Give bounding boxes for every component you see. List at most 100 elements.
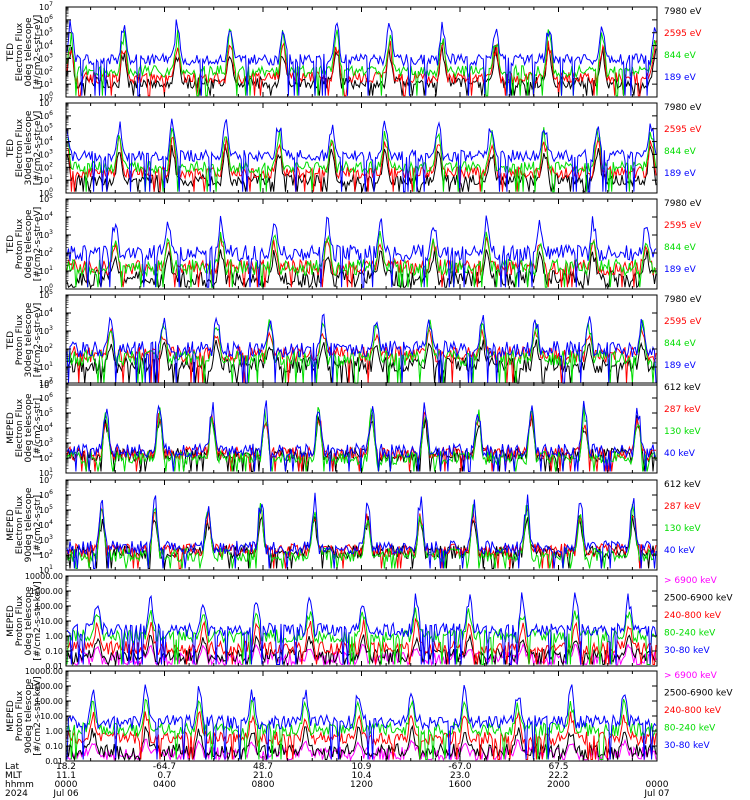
legend-entry: 40 keV [664,449,696,459]
legend-entry: 80-240 keV [664,724,716,734]
y-tick-label: 105 [39,289,53,300]
series-line-189-eV [66,19,657,97]
x-tick-label-mlt: 0.7 [157,771,171,781]
panel-8: 0.010.101.0010.00100.001000.0010000.00ME… [6,667,733,766]
x-tick-label-hhmm: 1200 [350,780,373,790]
y-tick-label: 103 [39,437,53,448]
y-tick-label: 101 [39,361,53,372]
legend-entry: 844 eV [664,147,697,157]
series-line-130-keV [66,502,657,569]
y-tick-label: 103 [39,325,53,336]
y-tick-label: 105 [39,407,53,418]
x-row-label: 2024 [5,789,28,799]
y-tick-label: 104 [39,519,53,530]
x-row-label: Lat [5,762,20,772]
y-axis-label-line: 30deg telescope [24,110,34,185]
legend-entry: 612 keV [664,383,701,393]
x-tick-label-date: Jul 06 [52,789,78,799]
panel-traces [66,684,657,761]
legend-entry: 2500-6900 keV [664,594,733,604]
y-tick-label: 105 [39,123,53,134]
y-tick-label: 104 [39,40,53,51]
y-axis-label: MEPEDElectron Flux90deg telescope[#/cm2-… [6,487,43,562]
legend-entry: 189 eV [664,169,697,179]
y-tick-label: 107 [39,377,53,388]
y-tick-label: 0.10 [45,742,63,751]
panel-traces [66,215,657,289]
panel-3: 100 101 102 103 104 105 TEDProton Flux0deg tel… [6,193,702,294]
y-tick-label: 100.00 [35,602,63,611]
y-axis-label: MEPEDProton Flux90deg telescope[#/cm2-s-… [6,676,43,755]
legend-entry: 7980 eV [664,199,702,209]
y-axis-label-line: [#/cm2-s-str] [33,398,43,458]
y-tick-label: 105 [39,504,53,515]
x-tick-label-mlt: 11.1 [56,771,76,781]
x-tick-label-lat: 67.5 [548,762,568,772]
y-tick-label: 104 [39,307,53,318]
series-line--6900-keV [66,738,657,761]
y-axis-label-line: TED [6,235,16,254]
series-line-844-eV [66,319,657,384]
legend-entry: 2595 eV [664,29,702,39]
legend-entry: 287 keV [664,405,701,415]
x-tick-label-mlt: 23.0 [450,771,470,781]
panel-5: 101 102 103 104 105 106 107 MEPEDElectron Flux0… [6,377,701,478]
y-axis-label: MEPEDProton Flux0deg telescope[#/cm2-s-s… [6,581,43,660]
series-line-2500-6900-keV [66,724,657,761]
y-tick-label: 107 [39,474,53,485]
y-tick-label: 1.00 [45,727,63,736]
y-axis-label-line: MEPED [6,412,16,444]
panel-traces [66,400,657,472]
y-axis-label-line: [#/cm2-s-str-eV] [33,207,43,282]
panel-traces [66,592,657,666]
y-tick-label: 100 [39,91,53,102]
x-tick-label-hhmm: 2000 [547,780,570,790]
x-tick-label-hhmm: 0000 [55,780,78,790]
y-axis-label-line: 90deg telescope [24,487,34,562]
series-line-2595-eV [66,40,657,97]
y-axis-label-line: TED [6,43,16,62]
y-tick-label: 102 [39,343,53,354]
y-axis-label-line: Electron Flux [15,398,25,457]
y-tick-label: 104 [39,136,53,147]
x-tick-label-mlt: 21.0 [253,771,273,781]
legend-entry: 2595 eV [664,125,702,135]
series-line-189-eV [66,118,657,193]
y-axis-label-line: Proton Flux [15,690,25,741]
y-tick-label: 106 [39,14,53,25]
series-line-40-keV [66,492,657,569]
series-line-844-eV [66,28,657,97]
series-line-30-80-keV [66,592,657,665]
series-line-80-240-keV [66,607,657,665]
legend-entry: 7980 eV [664,103,702,113]
y-tick-label: 102 [39,65,53,76]
panel-traces [66,313,657,384]
legend-entry: 612 keV [664,480,701,490]
y-tick-label: 100 [39,379,53,390]
x-tick-label-lat: 18.2 [56,762,76,772]
y-axis-label-line: MEPED [6,605,16,637]
y-axis-label-line: 0deg telescope [24,17,34,87]
x-tick-label-hhmm: 0000 [646,780,669,790]
series-line-189-eV [66,313,657,384]
y-tick-label: 104 [39,422,53,433]
y-tick-label: 100 [39,187,53,198]
legend-entry: 30-80 keV [664,741,710,751]
y-tick-label: 102 [39,452,53,463]
y-axis-label: TEDProton Flux30deg telescope[#/cm2-s-st… [6,302,43,377]
x-tick-label-lat: -64.7 [153,762,176,772]
y-axis-label-line: MEPED [6,509,16,541]
legend-entry: 844 eV [664,51,697,61]
x-tick-label-hhmm: 0400 [153,780,176,790]
y-tick-label: 103 [39,148,53,159]
y-axis-label: TEDElectron Flux0deg telescope[#/cm2-s-s… [6,15,43,90]
legend-entry: 2595 eV [664,221,702,231]
y-tick-label: 0.01 [45,662,63,671]
y-axis-label-line: [#/cm2-s-str-eV] [33,15,43,90]
legend-entry: 240-800 keV [664,611,722,621]
legend-entry: > 6900 keV [664,576,718,586]
y-tick-label: 107 [39,1,53,12]
legend-entry: > 6900 keV [664,671,718,681]
